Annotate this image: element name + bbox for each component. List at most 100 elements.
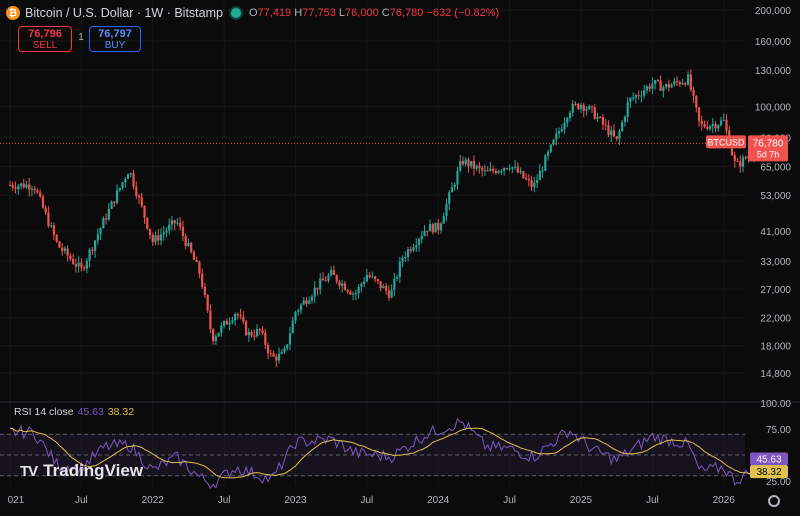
candle-body (560, 129, 563, 132)
candle-body (330, 270, 333, 276)
candle-body (577, 103, 580, 109)
candle-body (28, 184, 31, 190)
candle-body (730, 146, 734, 156)
candle-body (434, 222, 437, 233)
candle-body (77, 262, 80, 267)
candle-body (442, 216, 445, 224)
candle-body (555, 133, 558, 140)
candle-body (74, 263, 77, 267)
candle-body (552, 139, 555, 145)
candle-body (239, 315, 242, 317)
candle-body (741, 157, 745, 167)
rsi-tick-label: 100.00 (760, 399, 791, 410)
candle-body (214, 336, 217, 342)
candle-body (143, 205, 146, 218)
candle-body (525, 177, 528, 180)
candle-body (401, 257, 404, 262)
candle-body (503, 168, 506, 171)
candle-body (450, 187, 454, 193)
candle-body (104, 218, 108, 220)
rsi-value: 45.63 (77, 406, 104, 418)
candle-body (725, 119, 728, 131)
candle-body (695, 95, 698, 108)
candle-body (286, 344, 289, 349)
tradingview-logo[interactable]: TV TradingView (20, 461, 143, 480)
candle-body (621, 122, 624, 132)
rsi-ma-line (9, 427, 760, 479)
candle-body (519, 171, 522, 173)
gear-icon[interactable] (768, 495, 780, 507)
candle-body (508, 168, 511, 170)
candle-body (604, 124, 607, 126)
candle-body (132, 173, 135, 187)
candle-body (615, 136, 618, 139)
candle-body (412, 247, 415, 251)
time-tick-label: 2025 (570, 495, 593, 506)
candle-body (557, 131, 561, 134)
candle-body (722, 119, 725, 121)
candle-body (302, 300, 305, 305)
spread-value: 1 (78, 32, 84, 43)
price-tick-label: 100,000 (755, 103, 792, 114)
candle-body (102, 218, 105, 229)
countdown-label: 5d 7h (757, 149, 780, 159)
candle-body (588, 106, 591, 110)
candle-body (195, 259, 198, 262)
candle-body (206, 295, 209, 311)
candle-body (151, 235, 154, 243)
candle-body (198, 261, 201, 274)
candle-body (341, 283, 344, 286)
candle-body (360, 284, 363, 287)
candle-body (154, 235, 157, 243)
candle-body (453, 184, 456, 188)
candle-body (464, 159, 467, 165)
candle-body (58, 241, 61, 248)
candle-body (223, 320, 226, 326)
candle-body (686, 74, 690, 85)
candle-body (357, 286, 360, 294)
candle-body (634, 95, 638, 98)
candle-body (72, 258, 75, 264)
price-tick-label: 14,800 (760, 369, 791, 380)
rsi-tick-label: 25.00 (766, 477, 791, 488)
candle-body (500, 170, 503, 172)
symbol-title[interactable]: Bitcoin / U.S. Dollar · 1W · Bitstamp (25, 6, 223, 20)
candle-body (338, 281, 341, 286)
candle-body (420, 235, 423, 240)
symbol-badge (706, 135, 746, 149)
candle-body (30, 188, 34, 190)
candle-body (179, 222, 182, 227)
buy-button[interactable]: 76,797 BUY (89, 26, 141, 52)
candle-body (118, 187, 121, 191)
candle-body (459, 161, 462, 171)
candle-body (599, 117, 602, 119)
candle-body (44, 207, 47, 213)
candle-body (549, 144, 552, 152)
candle-body (719, 120, 723, 126)
price-tick-label: 33,000 (760, 257, 791, 268)
candle-body (272, 353, 275, 357)
candle-body (187, 243, 190, 247)
candle-body (264, 332, 267, 346)
candle-body (66, 248, 69, 256)
candle-body (83, 267, 86, 269)
candle-body (283, 348, 286, 353)
candle-body (593, 107, 596, 119)
candle-body (689, 74, 692, 90)
rsi-value-badge (750, 452, 788, 466)
sell-button[interactable]: 76,796 SELL (18, 26, 72, 52)
candle-body (618, 131, 621, 139)
candle-body (483, 170, 487, 172)
candle-body (596, 117, 599, 119)
rsi-legend[interactable]: RSI 14 close 45.63 38.32 (14, 406, 134, 418)
candle-body (88, 249, 91, 261)
candle-body (280, 352, 283, 354)
candle-body (659, 80, 662, 91)
candle-body (148, 228, 152, 236)
candle-body (390, 289, 393, 298)
candle-body (497, 171, 500, 174)
symbol-header[interactable]: ₿ Bitcoin / U.S. Dollar · 1W · Bitstamp … (6, 4, 499, 22)
candle-body (445, 203, 448, 217)
candle-body (129, 173, 132, 175)
